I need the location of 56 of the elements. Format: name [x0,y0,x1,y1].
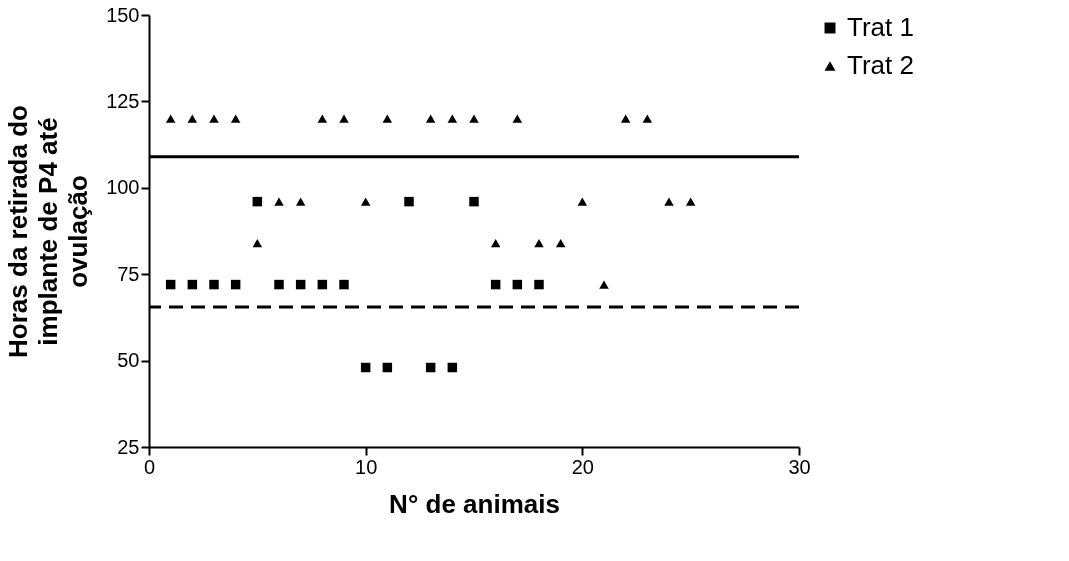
point [620,114,631,123]
x-tick-label: 10 [355,455,378,478]
point [187,279,198,290]
point [534,238,544,248]
point [425,114,436,123]
point [577,197,588,206]
point [490,279,501,290]
point [339,279,349,290]
point [382,114,393,123]
point [447,114,458,123]
legend-label: Trat 1 [847,12,914,42]
point [230,279,241,290]
point [209,279,219,290]
point [274,279,284,290]
point [339,114,349,123]
point [664,197,674,206]
point [165,114,176,123]
point [187,114,198,123]
point [469,196,479,207]
point [317,114,328,123]
x-tick-label: 0 [143,455,156,478]
point [274,197,284,206]
legend-label: Trat 2 [847,50,914,80]
point [317,279,328,290]
point [425,362,436,373]
point [360,362,371,373]
x-axis-title: N° de animais [389,488,560,519]
point [599,280,609,289]
x-tick-label: 30 [788,455,811,478]
point [469,114,479,123]
point [230,114,241,123]
y-tick-label: 75 [117,262,140,285]
point [165,279,176,290]
point [252,196,263,207]
point [555,238,566,248]
y-tick-label: 50 [117,349,140,372]
point [209,114,219,123]
point [534,279,544,290]
point [295,279,306,290]
point [295,197,306,206]
point [490,238,501,248]
x-tick-label: 20 [571,455,594,478]
point [685,197,696,206]
y-tick-label: 150 [106,3,140,26]
point [360,197,371,206]
point [382,362,393,373]
point [252,238,263,248]
point [447,362,458,373]
y-axis-title: Horas da retirada do implante de P4 até ovulação [3,105,94,358]
point [512,114,523,123]
y-tick-label: 125 [106,89,140,112]
y-tick-label: 100 [106,176,140,199]
point [642,114,653,123]
point [404,196,414,207]
y-tick-label: 25 [117,435,140,458]
point [512,279,523,290]
